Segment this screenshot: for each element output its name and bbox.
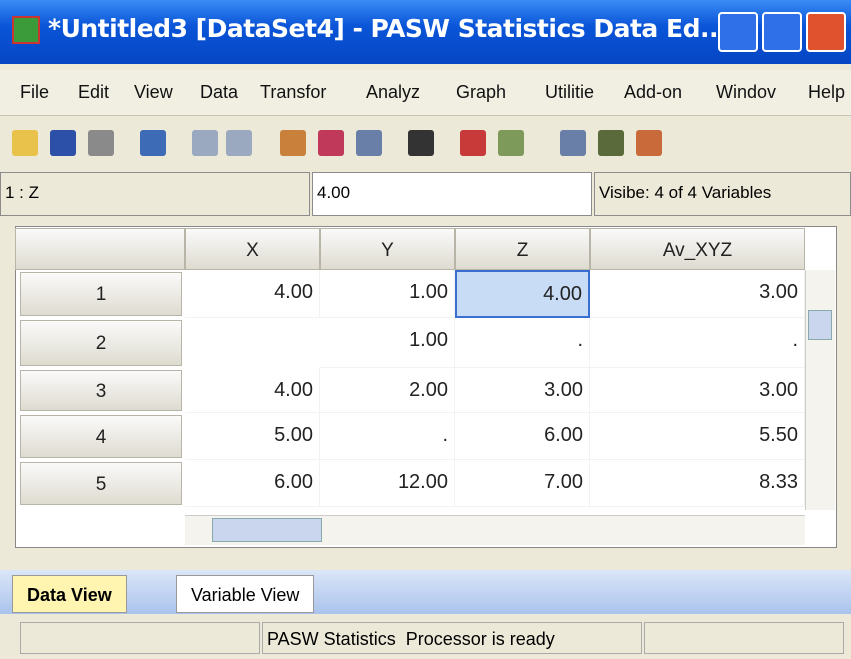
- status-text: PASW Statistics Processor is ready: [262, 622, 642, 654]
- cell-reference: 1 : Z: [0, 172, 310, 216]
- corner-header: [15, 228, 185, 270]
- insert-cases-icon[interactable]: [460, 130, 486, 156]
- column-header[interactable]: Y: [320, 228, 455, 270]
- data-view-tab[interactable]: Data View: [12, 575, 127, 613]
- print-icon[interactable]: [88, 130, 114, 156]
- data-cell[interactable]: 6.00: [185, 460, 320, 507]
- row-header[interactable]: 1: [20, 272, 182, 316]
- row-header[interactable]: 5: [20, 462, 182, 505]
- close-button[interactable]: [806, 12, 846, 52]
- data-cell[interactable]: .: [455, 318, 590, 368]
- cell-value-editor[interactable]: 4.00: [312, 172, 592, 216]
- menu-item[interactable]: File: [20, 82, 50, 102]
- menu-item[interactable]: Help: [808, 82, 846, 102]
- data-cell[interactable]: 3.00: [455, 368, 590, 413]
- undo-icon[interactable]: [192, 130, 218, 156]
- data-cell[interactable]: .: [320, 413, 455, 460]
- menu-item[interactable]: Analyz: [366, 82, 421, 102]
- data-cell[interactable]: 2.00: [320, 368, 455, 413]
- data-cell[interactable]: 12.00: [320, 460, 455, 507]
- save-icon[interactable]: [50, 130, 76, 156]
- data-cell[interactable]: 3.00: [590, 270, 805, 318]
- column-header[interactable]: Av_XYZ: [590, 228, 805, 270]
- insert-variable-icon[interactable]: [498, 130, 524, 156]
- menu-item[interactable]: Data: [200, 82, 239, 102]
- weight-cases-icon[interactable]: [598, 130, 624, 156]
- title-bar: [0, 0, 851, 64]
- data-cell[interactable]: .: [590, 318, 805, 368]
- menu-item[interactable]: Graph: [456, 82, 507, 102]
- data-cell[interactable]: 1.00: [320, 270, 455, 318]
- data-cell[interactable]: 6.00: [455, 413, 590, 460]
- row-header[interactable]: 2: [20, 320, 182, 366]
- minimize-button[interactable]: [718, 12, 758, 52]
- vertical-scrollbar[interactable]: [805, 270, 835, 510]
- status-bar: [0, 616, 851, 659]
- row-header[interactable]: 3: [20, 370, 182, 411]
- data-cell[interactable]: 4.00: [185, 368, 320, 413]
- data-cell[interactable]: 5.00: [185, 413, 320, 460]
- scroll-thumb[interactable]: [808, 310, 832, 340]
- data-cell[interactable]: 3.00: [590, 368, 805, 413]
- menu-item[interactable]: Edit: [78, 82, 110, 102]
- data-cell[interactable]: 1.00: [320, 318, 455, 368]
- row-header[interactable]: 4: [20, 415, 182, 458]
- status-pane: [20, 622, 260, 654]
- menu-item[interactable]: Utilitie: [545, 82, 595, 102]
- open-icon[interactable]: [12, 130, 38, 156]
- column-header[interactable]: X: [185, 228, 320, 270]
- menu-bar: [0, 70, 851, 116]
- select-cases-icon[interactable]: [636, 130, 662, 156]
- menu-item[interactable]: Transfor: [260, 82, 327, 102]
- data-cell[interactable]: 4.00: [455, 270, 590, 318]
- menu-item[interactable]: Add-on: [624, 82, 683, 102]
- split-file-icon[interactable]: [560, 130, 586, 156]
- menu-item[interactable]: View: [134, 82, 173, 102]
- visible-variables: Visibe: 4 of 4 Variables: [594, 172, 851, 216]
- goto-variable-icon[interactable]: [318, 130, 344, 156]
- status-pane: [644, 622, 844, 654]
- tab-strip: [0, 570, 851, 614]
- scroll-thumb[interactable]: [212, 518, 322, 542]
- dialog-icon[interactable]: [140, 130, 166, 156]
- menu-item[interactable]: Windov: [716, 82, 777, 102]
- goto-case-icon[interactable]: [280, 130, 306, 156]
- app-icon: [12, 16, 40, 44]
- window-title: *Untitled3 [DataSet4] - PASW Statistics …: [48, 14, 727, 43]
- find-icon[interactable]: [408, 130, 434, 156]
- redo-icon[interactable]: [226, 130, 252, 156]
- data-cell[interactable]: 7.00: [455, 460, 590, 507]
- maximize-button[interactable]: [762, 12, 802, 52]
- data-cell[interactable]: 5.50: [590, 413, 805, 460]
- data-cell[interactable]: 4.00: [185, 270, 320, 318]
- data-cell[interactable]: 8.33: [590, 460, 805, 507]
- variable-view-tab[interactable]: Variable View: [176, 575, 315, 613]
- column-header[interactable]: Z: [455, 228, 590, 270]
- variables-icon[interactable]: [356, 130, 382, 156]
